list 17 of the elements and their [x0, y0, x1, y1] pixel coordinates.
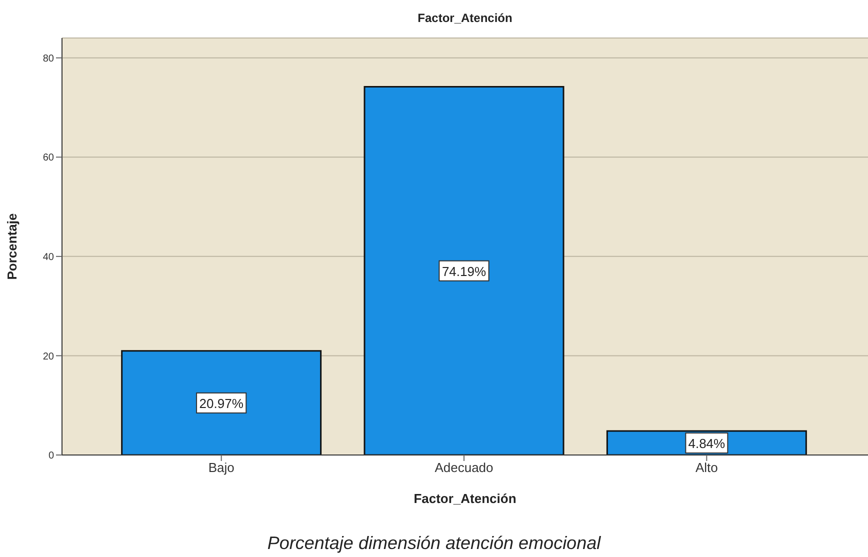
y-tick-label: 40 — [42, 252, 54, 263]
y-tick-label: 20 — [42, 351, 54, 362]
x-tick-label: Adecuado — [434, 460, 494, 476]
chart-title: Factor_Atención — [416, 11, 514, 25]
y-tick-label: 80 — [42, 53, 54, 64]
bar — [364, 86, 564, 455]
data-label: 4.84% — [688, 436, 726, 451]
y-tick-label: 0 — [48, 450, 54, 462]
x-axis-title: Factor_Atención — [414, 491, 516, 506]
data-label: 20.97% — [199, 396, 244, 411]
text: Porcentaje dimensión atención emocional — [266, 533, 602, 554]
x-tick-label: Alto — [695, 460, 718, 476]
x-tick-label: Bajo — [208, 460, 234, 476]
y-axis-title: Porcentaje — [4, 213, 20, 280]
data-label: 74.19% — [442, 264, 486, 279]
bar — [121, 350, 322, 455]
y-tick-label: 60 — [42, 152, 54, 164]
